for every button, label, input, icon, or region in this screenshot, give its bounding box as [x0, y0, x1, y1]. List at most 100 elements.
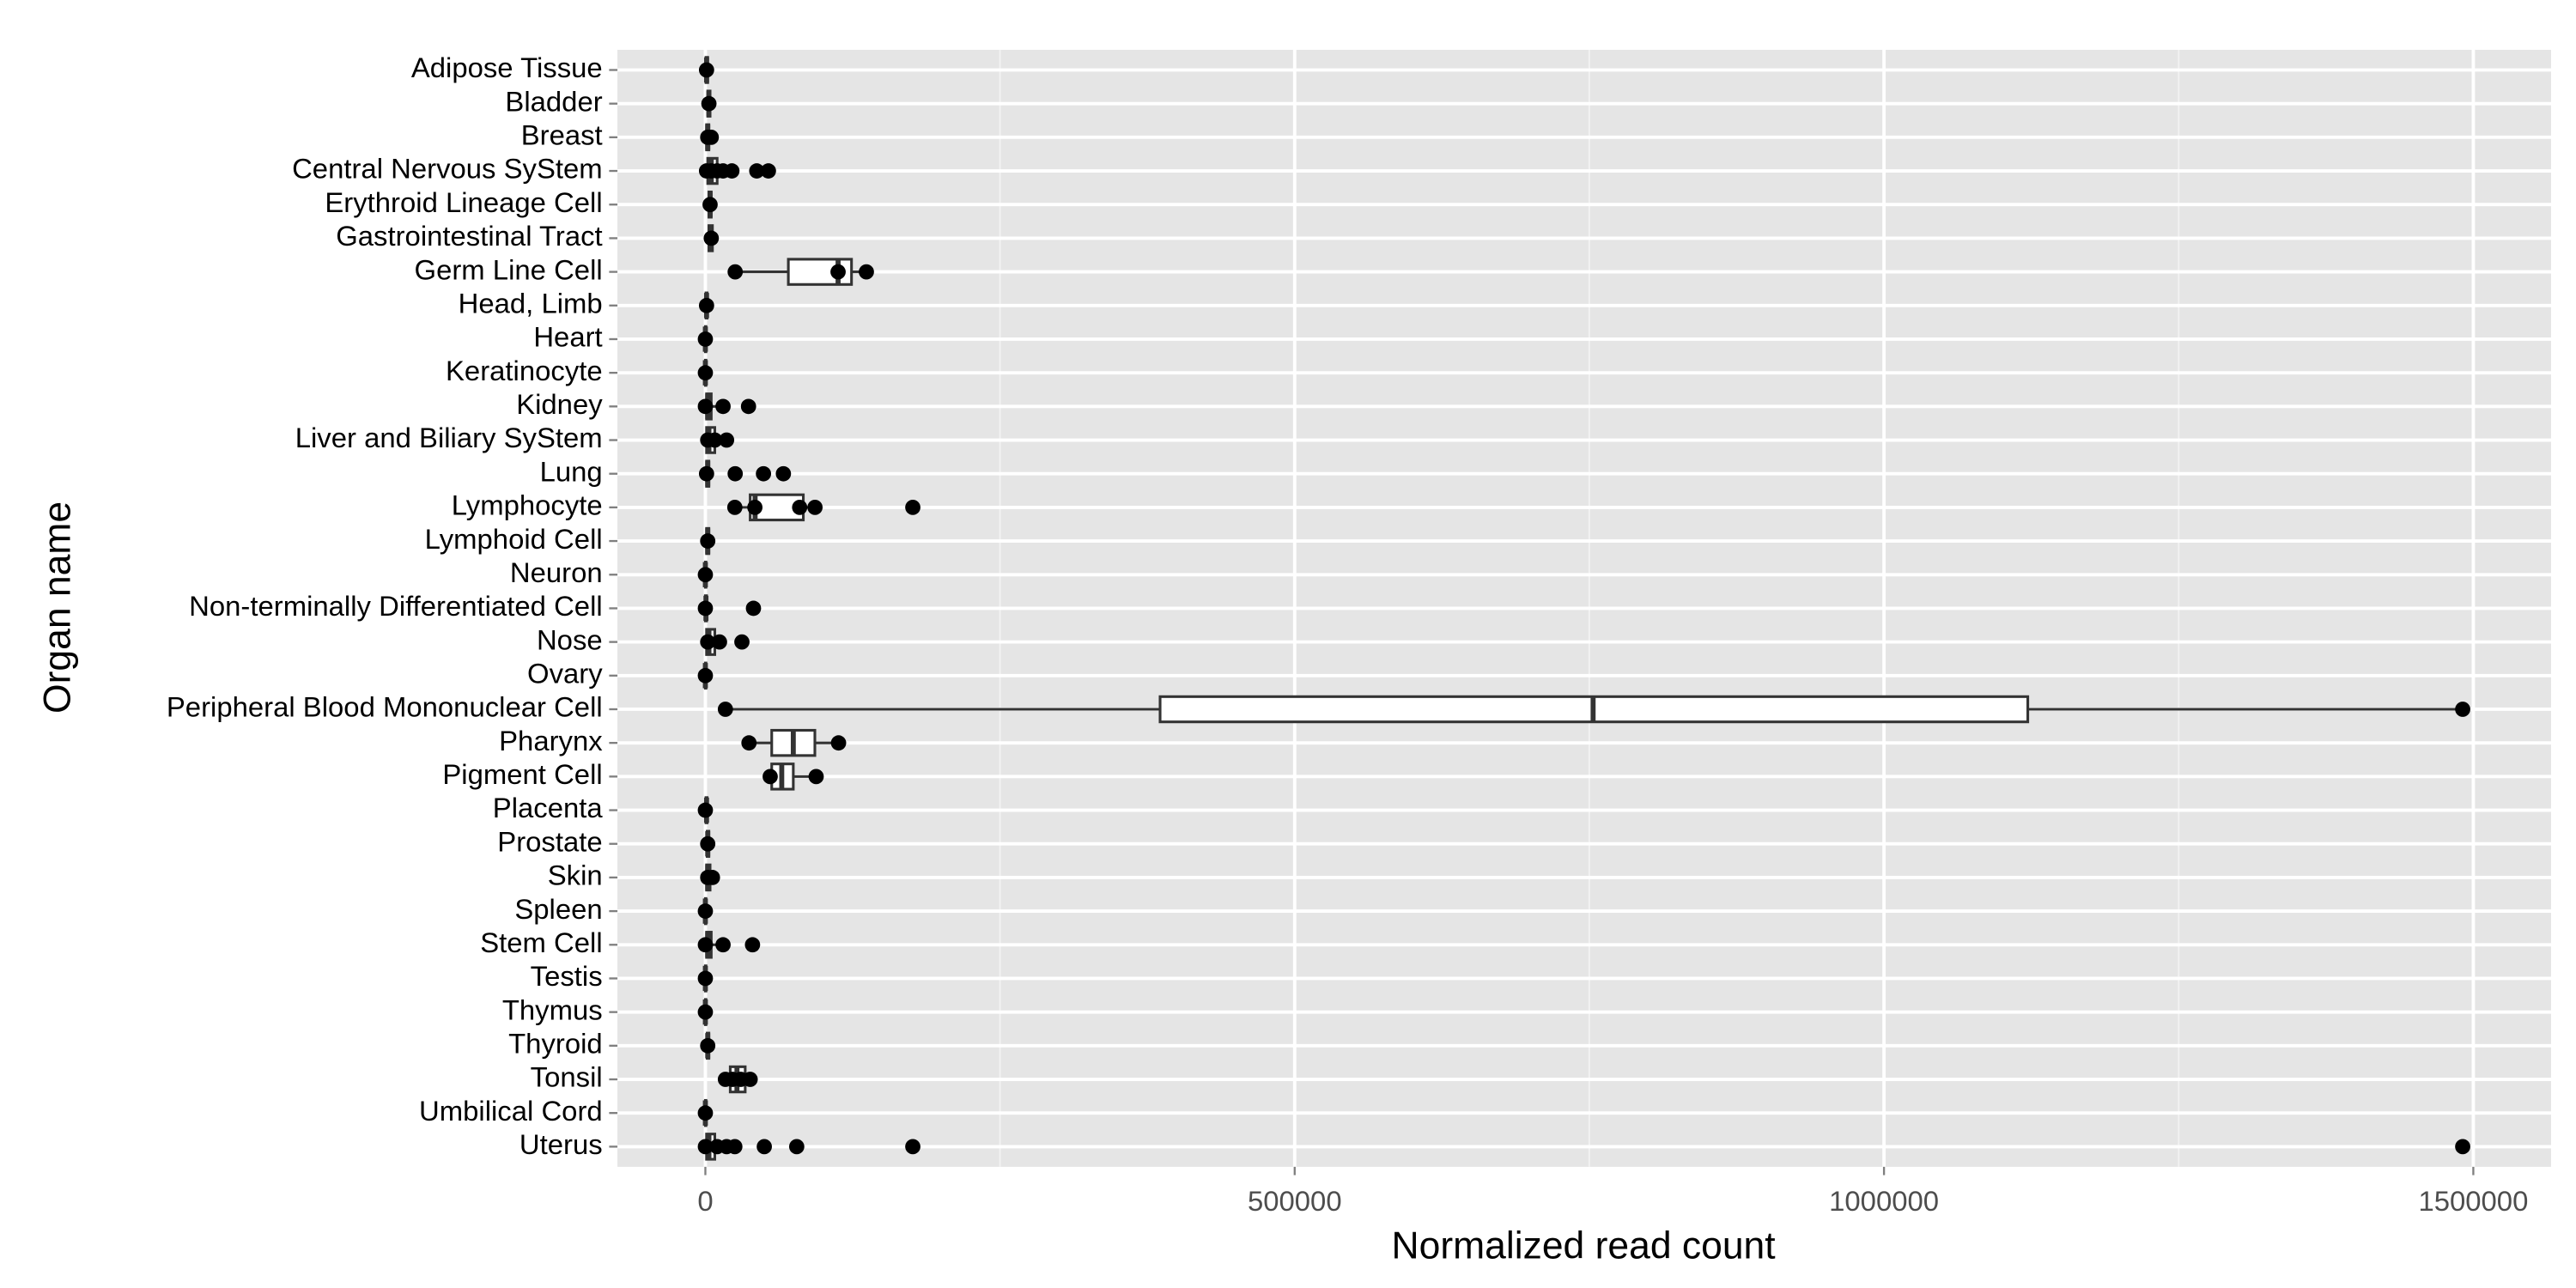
point	[740, 398, 756, 415]
point	[701, 95, 717, 112]
point	[807, 499, 823, 515]
y-tick-label: Keratinocyte	[446, 355, 603, 386]
axes: 0 500000 1000000 1500000 Adipose TissueBladd…	[167, 52, 2528, 1217]
point	[700, 1037, 716, 1054]
point	[697, 1004, 714, 1020]
point	[697, 398, 714, 415]
y-tick-label: Breast	[521, 119, 603, 151]
point	[756, 465, 772, 482]
point	[741, 735, 757, 751]
point	[697, 1105, 714, 1121]
point	[700, 634, 716, 650]
y-tick-label: Erythroid Lineage Cell	[325, 186, 602, 218]
x-tick-label: 500000	[1248, 1185, 1342, 1217]
point	[762, 769, 778, 785]
point	[2455, 702, 2470, 717]
y-tick-label: Placenta	[493, 792, 604, 823]
point	[697, 937, 714, 953]
point	[703, 129, 720, 145]
point	[734, 634, 750, 650]
point	[749, 163, 765, 179]
y-axis-title: Organ name	[36, 501, 78, 714]
point	[727, 264, 744, 280]
point	[700, 533, 716, 549]
y-tick-label: Peripheral Blood Mononuclear Cell	[167, 691, 603, 723]
point	[697, 1139, 714, 1155]
point	[707, 432, 723, 448]
point	[747, 499, 763, 515]
x-axis-title: Normalized read count	[1392, 1224, 1777, 1267]
y-tick-label: Lung	[540, 455, 603, 487]
point	[905, 1139, 920, 1155]
y-tick-label: Stem Cell	[480, 927, 602, 958]
y-tick-label: Lymphoid Cell	[425, 523, 603, 555]
y-tick-label: Prostate	[497, 825, 602, 857]
y-tick-label: Ovary	[527, 657, 603, 689]
point	[703, 230, 720, 246]
point	[788, 1139, 805, 1155]
x-tick-label: 0	[697, 1185, 713, 1217]
point	[712, 634, 727, 650]
y-tick-label: Kidney	[516, 388, 603, 420]
point	[702, 197, 718, 213]
point	[697, 365, 714, 381]
point	[697, 903, 714, 919]
y-tick-label: Skin	[548, 860, 603, 891]
x-tick-label: 1000000	[1829, 1185, 1939, 1217]
y-tick-label: Non-terminally Differentiated Cell	[189, 590, 603, 622]
point	[859, 264, 874, 280]
point	[2455, 1139, 2470, 1155]
point	[697, 600, 714, 617]
point	[697, 667, 714, 683]
point	[726, 1139, 743, 1155]
y-tick-label: Bladder	[505, 85, 602, 117]
y-tick-label: Liver and Biliary SyStem	[295, 422, 603, 453]
point	[719, 432, 735, 448]
y-tick-label: Thymus	[502, 993, 603, 1025]
point	[792, 499, 808, 515]
point	[756, 1139, 772, 1155]
point	[830, 264, 846, 280]
y-tick-label: Pharynx	[499, 725, 603, 756]
y-tick-label: Umbilical Cord	[419, 1095, 603, 1127]
point	[697, 567, 714, 583]
point	[715, 937, 731, 953]
point	[697, 970, 714, 987]
point	[717, 702, 733, 717]
point	[724, 163, 740, 179]
y-tick-label: Neuron	[510, 556, 603, 588]
y-tick-label: Gastrointestinal Tract	[336, 220, 602, 252]
grid	[617, 49, 2552, 1167]
point	[808, 769, 824, 785]
point	[698, 465, 714, 482]
y-tick-label: Thyroid	[508, 1028, 603, 1060]
point	[775, 465, 792, 482]
marks	[697, 56, 2470, 1161]
point	[742, 1072, 758, 1087]
y-tick-label: Uterus	[519, 1128, 603, 1160]
point	[700, 835, 716, 852]
y-tick-label: Pigment Cell	[442, 758, 602, 790]
y-tick-label: Head, Limb	[459, 287, 603, 319]
point	[744, 937, 761, 953]
point	[905, 499, 920, 515]
y-tick-label: Central Nervous SyStem	[292, 153, 603, 185]
point	[697, 331, 714, 347]
point	[697, 802, 714, 818]
y-tick-label: Adipose Tissue	[411, 52, 603, 83]
x-tick-label: 1500000	[2418, 1185, 2528, 1217]
point	[698, 297, 714, 313]
point	[698, 62, 714, 78]
y-tick-label: Spleen	[514, 893, 602, 925]
y-tick-label: Nose	[537, 623, 603, 655]
point	[761, 163, 776, 179]
point	[727, 465, 744, 482]
point	[704, 870, 720, 885]
point	[830, 735, 847, 751]
y-tick-label: Testis	[531, 960, 603, 992]
y-tick-label: Lymphocyte	[452, 489, 603, 521]
y-tick-label: Heart	[533, 321, 602, 353]
y-tick-label: Germ Line Cell	[415, 253, 603, 285]
point	[745, 600, 762, 617]
